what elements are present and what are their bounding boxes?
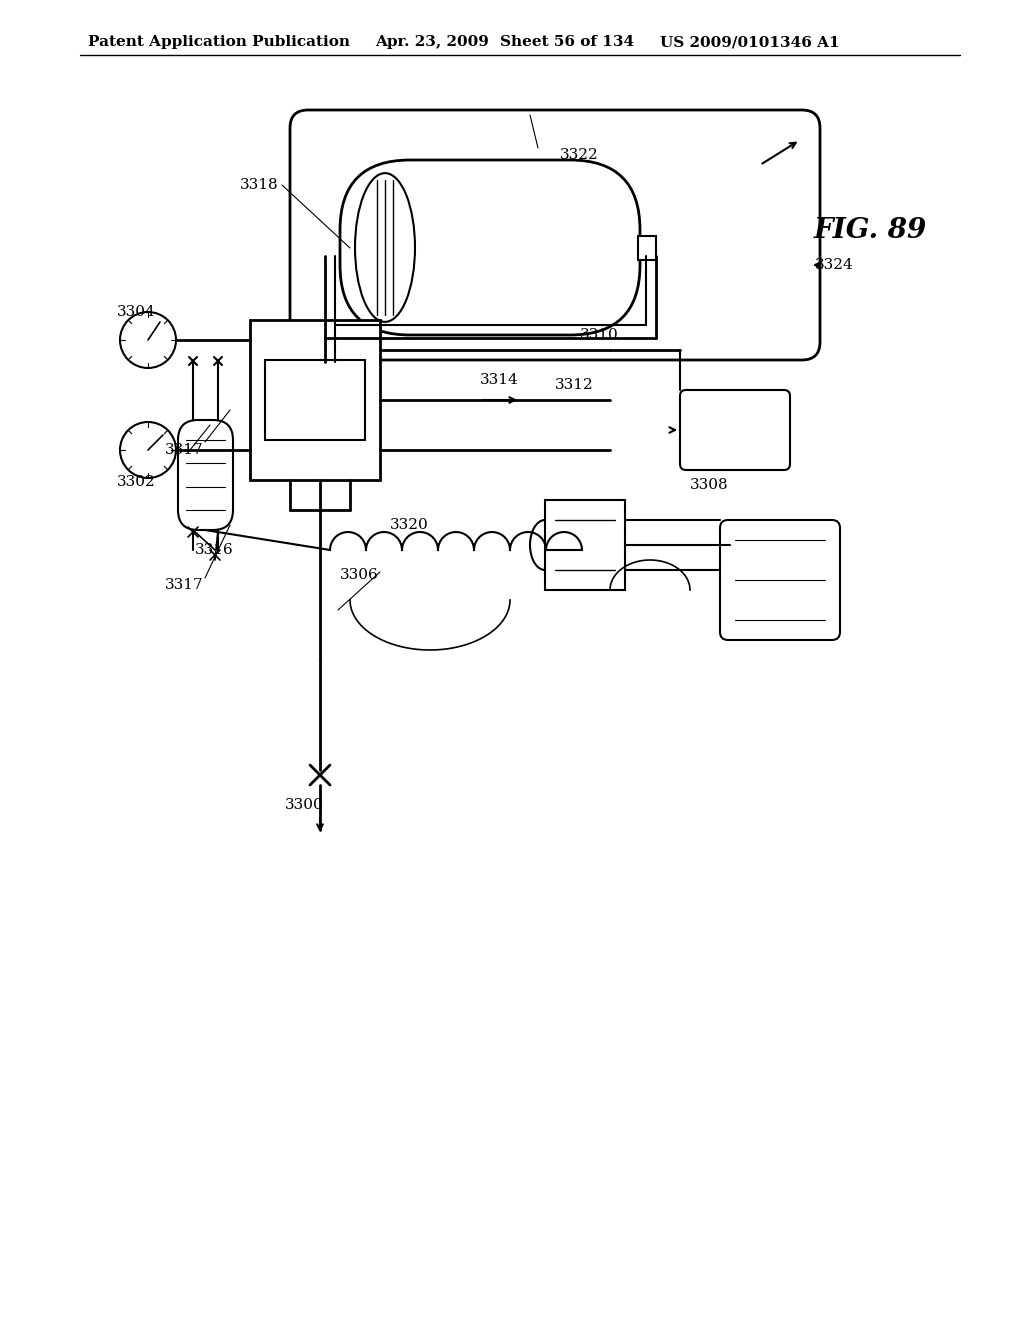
Text: 3314: 3314: [480, 374, 519, 387]
Text: 3318: 3318: [240, 178, 279, 191]
Bar: [250, 319, 380, 480]
Text: Sheet 56 of 134: Sheet 56 of 134: [500, 36, 634, 49]
Text: 3320: 3320: [390, 517, 429, 532]
FancyBboxPatch shape: [720, 520, 840, 640]
Text: 3317: 3317: [165, 578, 204, 591]
Bar: [545, 500, 625, 590]
FancyBboxPatch shape: [340, 160, 640, 335]
Text: Patent Application Publication: Patent Application Publication: [88, 36, 350, 49]
FancyBboxPatch shape: [290, 110, 820, 360]
FancyBboxPatch shape: [680, 389, 790, 470]
Text: 3312: 3312: [555, 378, 594, 392]
Text: US 2009/0101346 A1: US 2009/0101346 A1: [660, 36, 840, 49]
Text: 3302: 3302: [117, 475, 156, 488]
Text: 3310: 3310: [580, 327, 618, 342]
Text: 3324: 3324: [815, 257, 854, 272]
FancyBboxPatch shape: [178, 420, 233, 531]
Text: 3316: 3316: [195, 543, 233, 557]
Text: Apr. 23, 2009: Apr. 23, 2009: [375, 36, 488, 49]
Bar: [638, 235, 656, 260]
Bar: [265, 360, 365, 440]
Text: 3304: 3304: [117, 305, 156, 319]
Text: 3306: 3306: [340, 568, 379, 582]
Text: 3300: 3300: [285, 799, 324, 812]
Text: 3322: 3322: [560, 148, 599, 162]
Text: 3308: 3308: [690, 478, 729, 492]
Text: 3317: 3317: [165, 444, 204, 457]
Text: FIG. 89: FIG. 89: [813, 216, 927, 243]
Ellipse shape: [355, 173, 415, 322]
